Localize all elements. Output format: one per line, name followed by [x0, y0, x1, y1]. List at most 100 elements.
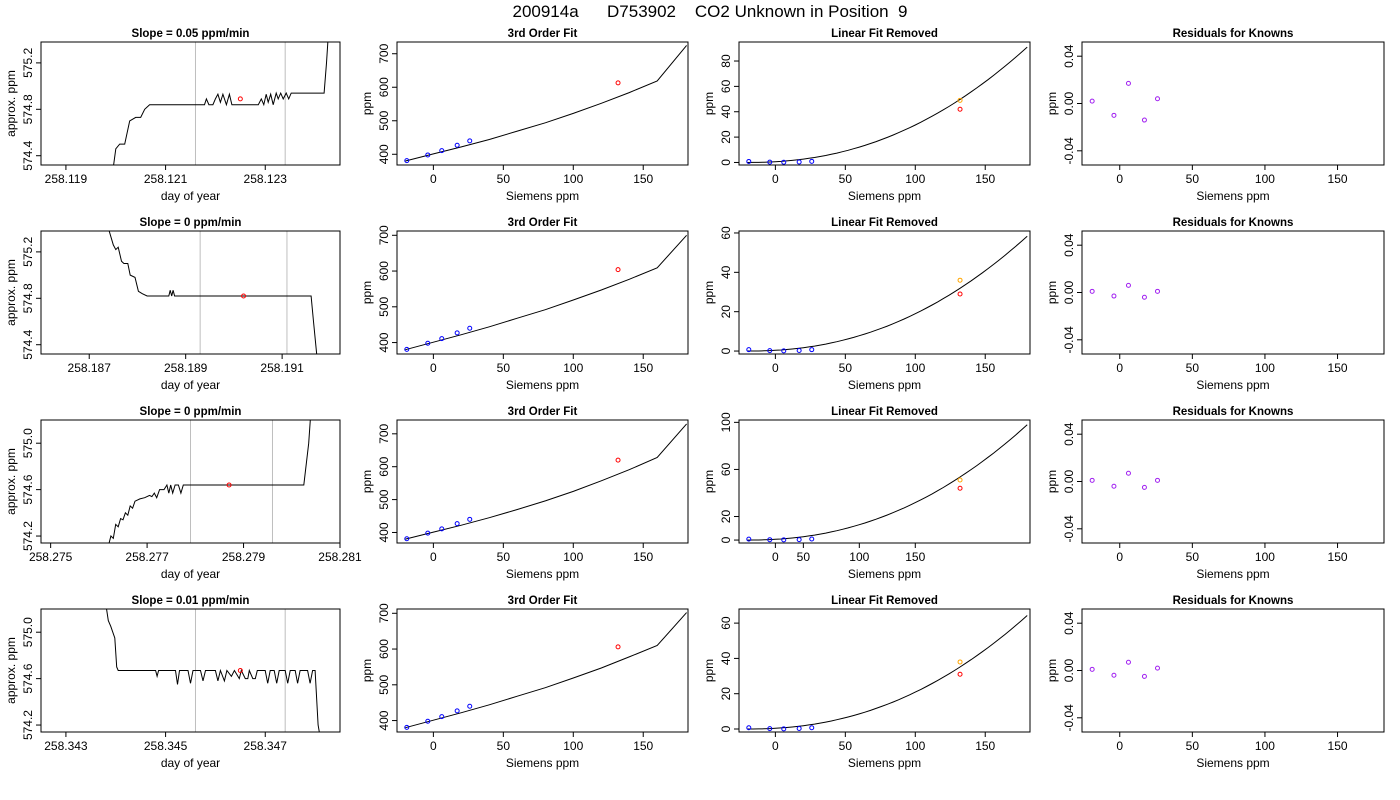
known-point — [404, 158, 410, 164]
x-tick-label: 0 — [430, 361, 437, 375]
panel-title: Linear Fit Removed — [831, 406, 938, 418]
y-tick-label: 574.2 — [21, 710, 35, 740]
x-tick-label: 0 — [772, 739, 779, 753]
x-tick-label: 150 — [1328, 739, 1348, 753]
known-point — [781, 159, 787, 165]
x-tick-label: 100 — [1255, 739, 1275, 753]
y-tick-label: 500 — [377, 674, 391, 694]
fit-curve — [405, 423, 687, 540]
y-tick-label: 575.2 — [21, 237, 35, 267]
y-axis-label: ppm — [702, 659, 716, 682]
known-point — [404, 536, 410, 542]
residual-point — [1089, 288, 1095, 294]
known-point — [746, 158, 752, 164]
y-tick-label: 0.00 — [1062, 91, 1076, 115]
plot-frame — [738, 608, 1031, 733]
known-point — [781, 537, 787, 543]
x-tick-label: 258.281 — [318, 550, 362, 564]
y-axis-label: approx. ppm — [4, 637, 18, 704]
plot-frame — [1081, 230, 1385, 355]
plot-area — [746, 235, 1028, 354]
unknown-point — [615, 267, 621, 273]
x-tick-label: 258.343 — [44, 739, 88, 753]
known-point — [746, 347, 752, 353]
x-axis-label: Siemens ppm — [506, 567, 579, 581]
y-axis-label: approx. ppm — [4, 448, 18, 515]
unknown-point — [957, 106, 963, 112]
y-tick-label: 0 — [719, 159, 733, 166]
y-tick-label: 0.04 — [1062, 611, 1076, 635]
y-tick-label: 574.4 — [21, 140, 35, 170]
known-point — [781, 348, 787, 354]
unknown-point — [957, 485, 963, 491]
known-point — [809, 536, 815, 542]
residual-point — [1089, 666, 1095, 672]
x-tick-label: 258.123 — [244, 172, 288, 186]
residual-point — [1111, 672, 1117, 678]
panel-15: Linear Fit Removed 0 50 100 150 0 20 40 60 Siemen… — [702, 595, 1031, 770]
x-tick-label: 50 — [797, 550, 811, 564]
residual-point — [1111, 483, 1117, 489]
known-point — [404, 724, 410, 730]
nonlinear-curve — [747, 46, 1028, 163]
residual-point — [1125, 282, 1131, 288]
y-tick-label: 20 — [719, 687, 733, 701]
y-tick-label: 0.04 — [1062, 422, 1076, 446]
y-axis-label: ppm — [360, 470, 374, 493]
unknown-point — [957, 671, 963, 677]
panel-title: 3rd Order Fit — [508, 595, 578, 607]
panel-title: Linear Fit Removed — [831, 217, 938, 229]
y-axis-label: ppm — [1045, 659, 1059, 682]
plot-area — [746, 615, 1028, 732]
plot-frame — [738, 230, 1031, 355]
x-tick-label: 0 — [430, 739, 437, 753]
y-tick-label: -0.04 — [1062, 515, 1076, 543]
plot-frame — [738, 41, 1031, 166]
x-tick-label: 150 — [633, 550, 653, 564]
residual-point — [1125, 80, 1131, 86]
plot-area — [106, 609, 320, 732]
mean-marker — [241, 293, 247, 299]
x-tick-label: 100 — [563, 361, 583, 375]
nonlinear-curve — [747, 615, 1028, 730]
plot-frame — [40, 230, 341, 355]
y-tick-label: 40 — [719, 651, 733, 665]
x-tick-label: 50 — [839, 739, 853, 753]
y-tick-label: 60 — [719, 79, 733, 93]
known-point — [796, 347, 802, 353]
residual-point — [1089, 98, 1095, 104]
known-point — [767, 348, 773, 354]
residual-point — [1125, 659, 1131, 665]
residual-point — [1125, 470, 1131, 476]
plot-frame — [1081, 608, 1385, 733]
raw-unknown-point — [957, 477, 963, 483]
raw-unknown-point — [957, 277, 963, 283]
x-tick-label: 0 — [1116, 172, 1123, 186]
residual-point — [1155, 288, 1160, 294]
concentration-trace — [108, 420, 311, 543]
x-tick-label: 150 — [975, 739, 995, 753]
known-point — [746, 725, 752, 731]
y-tick-label: 0.04 — [1062, 44, 1076, 68]
y-tick-label: 575.0 — [21, 617, 35, 647]
known-point — [439, 526, 445, 532]
x-tick-label: 150 — [1328, 550, 1348, 564]
raw-unknown-point — [957, 659, 963, 665]
x-tick-label: 100 — [563, 739, 583, 753]
x-tick-label: 50 — [497, 172, 511, 186]
known-point — [467, 138, 473, 144]
y-tick-label: 400 — [377, 710, 391, 730]
panel-title: Residuals for Knowns — [1173, 28, 1294, 40]
x-tick-label: 0 — [1116, 361, 1123, 375]
y-axis-label: ppm — [360, 659, 374, 682]
plot-area — [404, 423, 687, 542]
x-tick-label: 150 — [905, 550, 925, 564]
x-tick-label: 150 — [1328, 361, 1348, 375]
x-tick-label: 258.347 — [244, 739, 288, 753]
x-tick-label: 258.189 — [164, 361, 208, 375]
known-point — [425, 340, 431, 346]
y-tick-label: 100 — [719, 412, 733, 432]
known-point — [404, 346, 410, 352]
plot-area — [404, 234, 687, 352]
